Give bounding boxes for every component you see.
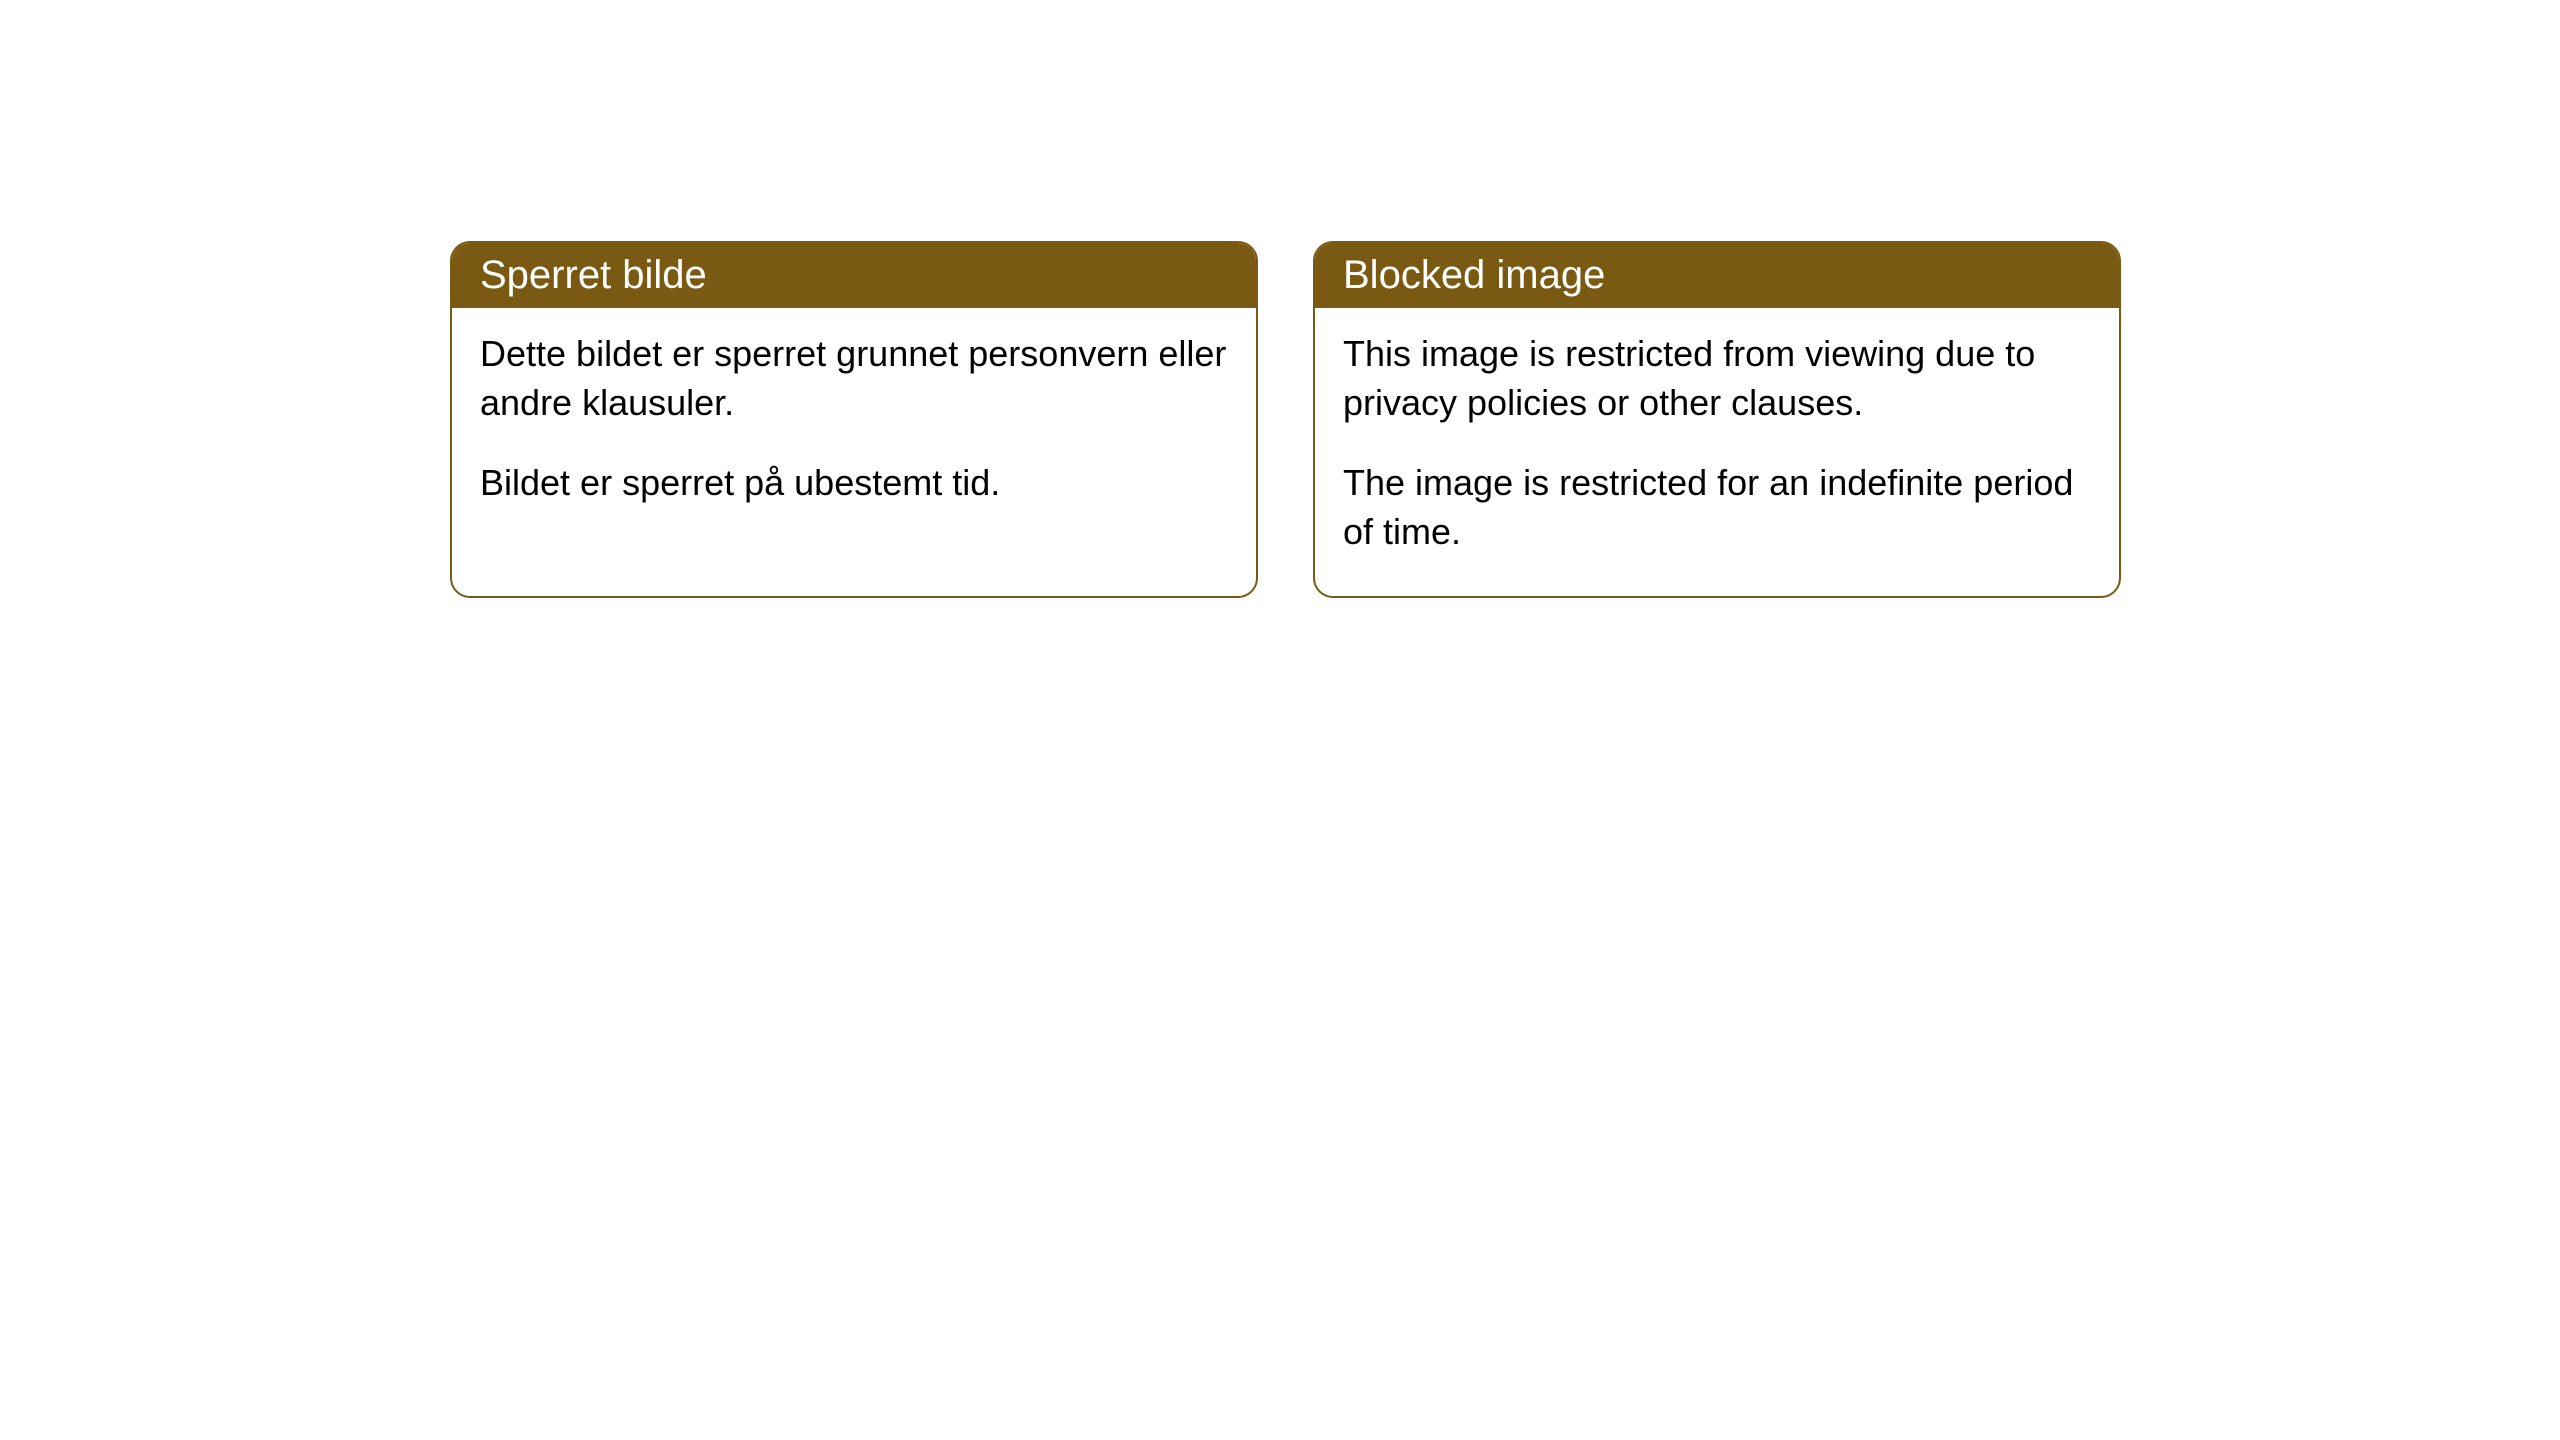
- card-body-norwegian: Dette bildet er sperret grunnet personve…: [452, 308, 1256, 548]
- card-paragraph: Dette bildet er sperret grunnet personve…: [480, 330, 1228, 427]
- notice-card-english: Blocked image This image is restricted f…: [1313, 241, 2121, 598]
- card-paragraph: This image is restricted from viewing du…: [1343, 330, 2091, 427]
- card-header-english: Blocked image: [1315, 243, 2119, 308]
- notice-cards-container: Sperret bilde Dette bildet er sperret gr…: [450, 241, 2121, 598]
- card-header-norwegian: Sperret bilde: [452, 243, 1256, 308]
- card-title: Blocked image: [1343, 253, 1605, 297]
- card-body-english: This image is restricted from viewing du…: [1315, 308, 2119, 596]
- card-title: Sperret bilde: [480, 253, 707, 297]
- card-paragraph: The image is restricted for an indefinit…: [1343, 459, 2091, 556]
- notice-card-norwegian: Sperret bilde Dette bildet er sperret gr…: [450, 241, 1258, 598]
- card-paragraph: Bildet er sperret på ubestemt tid.: [480, 459, 1228, 508]
